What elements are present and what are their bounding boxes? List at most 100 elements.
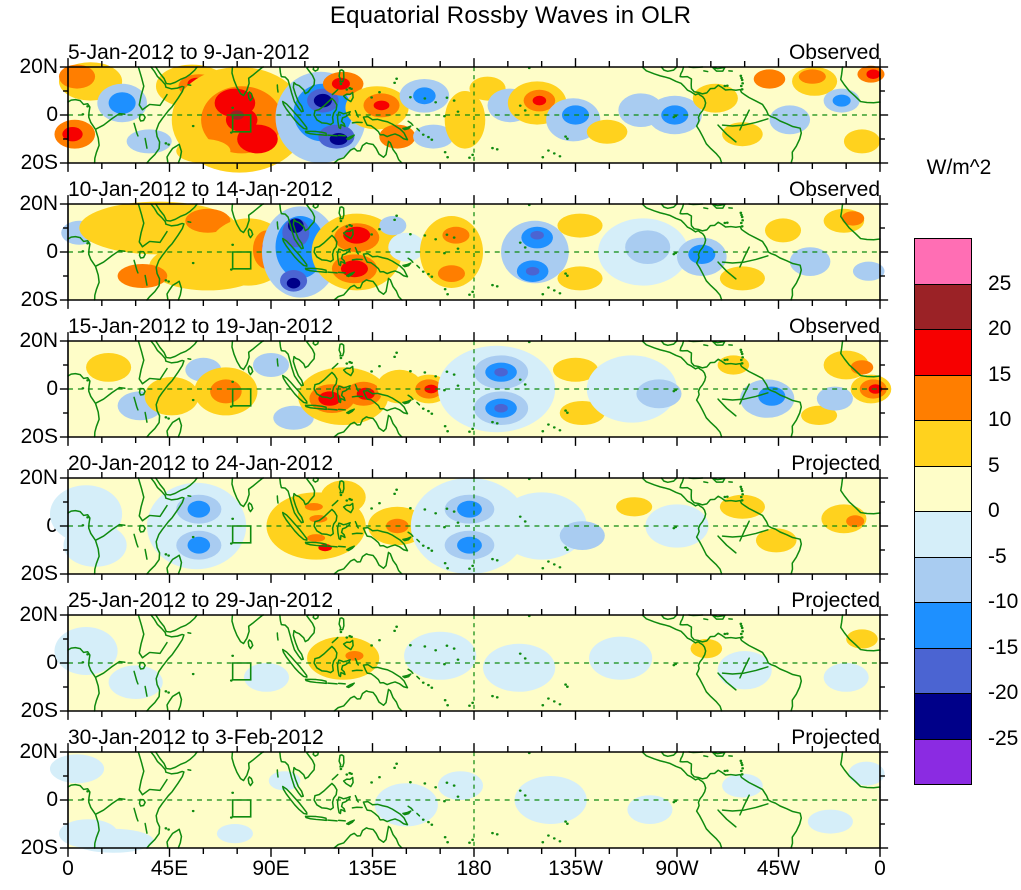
colorbar-segment xyxy=(914,511,972,558)
coastline xyxy=(96,799,125,814)
reference-box xyxy=(233,252,251,269)
coastline xyxy=(232,341,263,370)
coastline xyxy=(332,364,337,369)
panel-date-range: 5-Jan-2012 to 9-Jan-2012 xyxy=(68,41,310,64)
coastline xyxy=(740,384,749,404)
panel-subtitle-5: 25-Jan-2012 to 29-Jan-2012 Projected xyxy=(68,587,880,614)
y-axis-tick-label: 20N xyxy=(19,329,58,352)
coastline xyxy=(334,141,402,163)
coastline xyxy=(138,67,143,110)
coastline xyxy=(642,478,721,574)
coastline xyxy=(347,820,354,824)
coastline xyxy=(680,615,801,711)
coastline xyxy=(704,619,708,620)
coastline xyxy=(138,752,143,795)
coastline xyxy=(642,67,721,163)
coastline xyxy=(355,111,358,117)
coastline xyxy=(142,643,167,658)
coastline xyxy=(283,239,307,267)
coastline xyxy=(712,752,724,756)
coastline xyxy=(680,478,801,574)
coastline xyxy=(712,341,724,345)
colorbar-segment xyxy=(914,738,972,785)
x-axis-tick-label: 90E xyxy=(252,857,290,880)
coastline xyxy=(338,797,351,814)
coastline xyxy=(156,752,197,769)
coastline xyxy=(96,388,125,403)
coastline xyxy=(140,663,146,669)
panel-subtitle-1: 5-Jan-2012 to 9-Jan-2012 Observed xyxy=(68,39,880,66)
coastline xyxy=(723,256,768,263)
coastline xyxy=(147,615,184,711)
coastline xyxy=(344,229,353,238)
coastline xyxy=(355,796,358,802)
colorbar-tick-label: -5 xyxy=(988,544,1007,568)
coastline xyxy=(642,341,721,437)
colorbar-segment xyxy=(914,329,972,376)
coastline xyxy=(145,824,147,834)
panel-border xyxy=(68,752,880,848)
coastline xyxy=(339,481,344,493)
coastline xyxy=(352,259,362,260)
coastline xyxy=(740,795,749,815)
coastline xyxy=(417,676,419,678)
coastline xyxy=(347,272,354,276)
coastline xyxy=(314,646,337,672)
reference-box xyxy=(233,115,251,132)
colorbar-segment xyxy=(914,238,972,285)
coastline xyxy=(723,804,768,811)
x-axis-tick-label: 45E xyxy=(150,857,189,880)
panel-date-range: 15-Jan-2012 to 19-Jan-2012 xyxy=(68,315,334,338)
coastline xyxy=(248,229,253,238)
colorbar-segment xyxy=(914,693,972,740)
coastline xyxy=(334,278,402,300)
coastline xyxy=(147,752,184,848)
coastline xyxy=(417,265,419,267)
coastline xyxy=(232,478,263,507)
coastline xyxy=(408,532,413,536)
coastline xyxy=(740,110,749,130)
coastline xyxy=(680,752,801,848)
coastline xyxy=(403,263,411,267)
coastline xyxy=(328,409,337,410)
coastline xyxy=(338,249,351,266)
coastline xyxy=(332,227,337,232)
coastline xyxy=(712,67,724,71)
coastline xyxy=(355,385,358,391)
colorbar-segment xyxy=(914,420,972,467)
reference-box xyxy=(233,526,251,543)
coastline xyxy=(408,121,413,125)
y-axis-tick-label: 20S xyxy=(20,151,58,174)
y-axis-tick-label: 0 xyxy=(46,651,58,674)
coastline xyxy=(147,204,184,300)
coastline xyxy=(841,752,880,788)
figure-title: Equatorial Rossby Waves in OLR xyxy=(329,2,692,29)
x-axis-tick-label: 135E xyxy=(347,857,398,880)
coastline xyxy=(328,683,337,684)
x-axis-tick-label: 0 xyxy=(874,857,886,880)
coastline xyxy=(145,413,147,423)
coastline xyxy=(338,523,351,540)
coastline xyxy=(96,525,125,540)
colorbar-segment xyxy=(914,556,972,603)
coastline xyxy=(142,369,167,384)
coastline xyxy=(417,402,419,404)
coastline xyxy=(344,777,353,786)
colorbar-tick-label: 5 xyxy=(988,453,1000,477)
coastline xyxy=(248,366,253,375)
coastline xyxy=(68,785,99,848)
coastline xyxy=(334,552,402,574)
coastline xyxy=(280,615,315,660)
coastline xyxy=(355,522,358,528)
coastline xyxy=(277,496,278,503)
y-axis-tick-label: 0 xyxy=(46,514,58,537)
x-axis-tick-label: 0 xyxy=(62,857,74,880)
coastline xyxy=(280,204,315,249)
coastline xyxy=(339,618,344,630)
coastline xyxy=(347,546,354,550)
coastline xyxy=(355,248,358,254)
coastline xyxy=(156,204,197,221)
colorbar-segment xyxy=(914,647,972,694)
coastline xyxy=(138,615,143,658)
coastline xyxy=(363,117,407,140)
